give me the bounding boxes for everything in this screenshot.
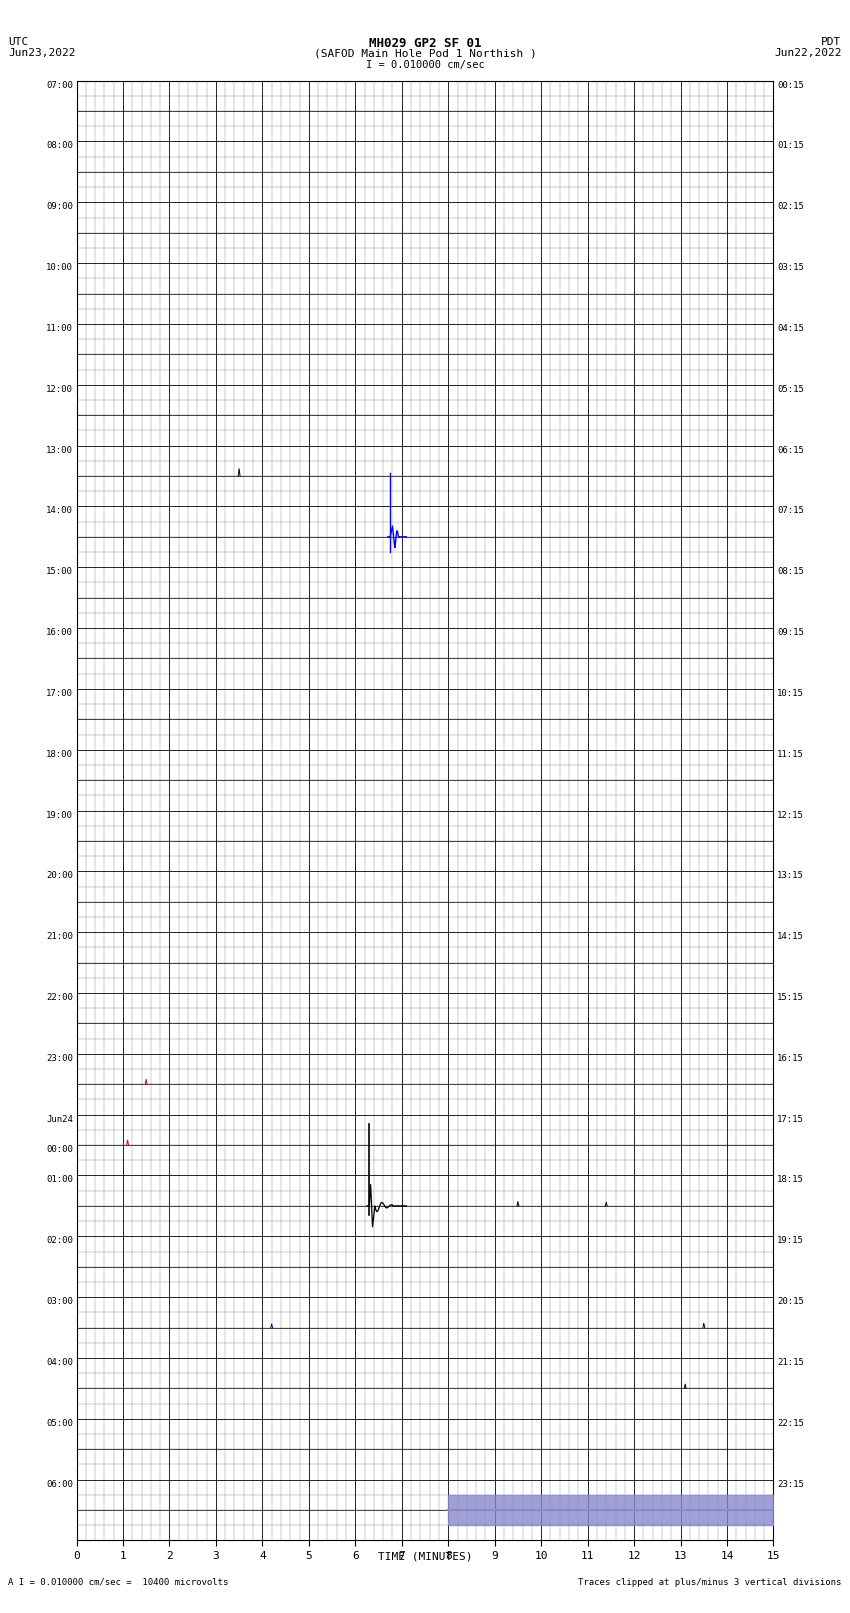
Text: 20:00: 20:00 [46,871,73,881]
Text: 18:15: 18:15 [777,1176,804,1184]
Text: 04:00: 04:00 [46,1358,73,1366]
Text: UTC: UTC [8,37,29,47]
Text: 12:00: 12:00 [46,386,73,394]
Text: I = 0.010000 cm/sec: I = 0.010000 cm/sec [366,60,484,69]
Text: 12:15: 12:15 [777,810,804,819]
Text: 11:00: 11:00 [46,324,73,332]
Text: 01:15: 01:15 [777,142,804,150]
Text: 00:00: 00:00 [46,1145,73,1153]
Text: 23:15: 23:15 [777,1479,804,1489]
Text: 02:15: 02:15 [777,202,804,211]
Text: Traces clipped at plus/minus 3 vertical divisions: Traces clipped at plus/minus 3 vertical … [578,1578,842,1587]
Text: Jun24: Jun24 [46,1115,73,1124]
Text: 00:15: 00:15 [777,81,804,90]
Text: 06:00: 06:00 [46,1479,73,1489]
Text: 02:00: 02:00 [46,1236,73,1245]
Text: 17:15: 17:15 [777,1115,804,1124]
Text: 14:15: 14:15 [777,932,804,940]
Text: 14:00: 14:00 [46,506,73,516]
Text: 21:15: 21:15 [777,1358,804,1366]
Text: 11:15: 11:15 [777,750,804,758]
Text: 04:15: 04:15 [777,324,804,332]
Text: 07:15: 07:15 [777,506,804,516]
Text: 18:00: 18:00 [46,750,73,758]
Text: 15:00: 15:00 [46,568,73,576]
Text: 05:15: 05:15 [777,386,804,394]
Text: 06:15: 06:15 [777,445,804,455]
Text: 20:15: 20:15 [777,1297,804,1307]
Text: PDT: PDT [821,37,842,47]
Text: 15:15: 15:15 [777,994,804,1002]
Text: (SAFOD Main Hole Pod 1 Northish ): (SAFOD Main Hole Pod 1 Northish ) [314,48,536,58]
Text: 01:00: 01:00 [46,1176,73,1184]
Text: 22:00: 22:00 [46,994,73,1002]
Text: 19:15: 19:15 [777,1236,804,1245]
Text: Jun22,2022: Jun22,2022 [774,48,842,58]
Text: 10:00: 10:00 [46,263,73,273]
Text: 10:15: 10:15 [777,689,804,698]
Text: 17:00: 17:00 [46,689,73,698]
Text: MH029 GP2 SF 01: MH029 GP2 SF 01 [369,37,481,50]
Text: 16:00: 16:00 [46,627,73,637]
Text: 05:00: 05:00 [46,1419,73,1428]
Text: 13:00: 13:00 [46,445,73,455]
Text: 08:15: 08:15 [777,568,804,576]
Text: 19:00: 19:00 [46,810,73,819]
Text: 09:15: 09:15 [777,627,804,637]
Text: 09:00: 09:00 [46,202,73,211]
Text: TIME (MINUTES): TIME (MINUTES) [377,1552,473,1561]
Text: 22:15: 22:15 [777,1419,804,1428]
Text: 21:00: 21:00 [46,932,73,940]
Text: 03:00: 03:00 [46,1297,73,1307]
Text: 08:00: 08:00 [46,142,73,150]
Text: 13:15: 13:15 [777,871,804,881]
Text: 23:00: 23:00 [46,1053,73,1063]
Text: 16:15: 16:15 [777,1053,804,1063]
Text: 07:00: 07:00 [46,81,73,90]
Text: 03:15: 03:15 [777,263,804,273]
Text: A I = 0.010000 cm/sec =  10400 microvolts: A I = 0.010000 cm/sec = 10400 microvolts [8,1578,229,1587]
Text: Jun23,2022: Jun23,2022 [8,48,76,58]
